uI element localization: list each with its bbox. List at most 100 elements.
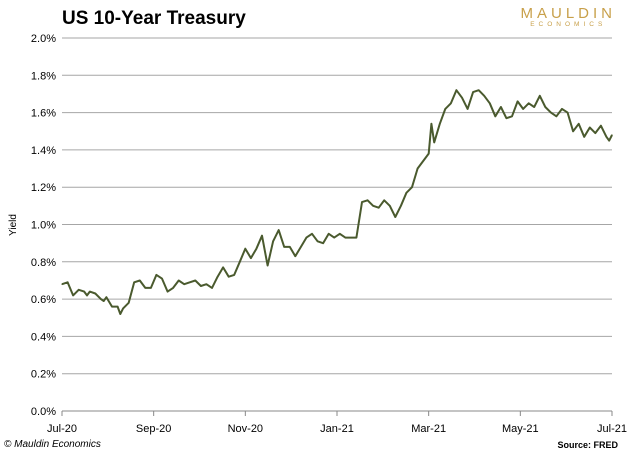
data-point [589, 126, 591, 129]
brand-sub: ECONOMICS [530, 21, 607, 28]
data-point [555, 115, 558, 117]
data-point [444, 108, 446, 110]
y-tick-label: 0.4% [31, 331, 56, 343]
data-point [528, 102, 530, 104]
data-point [489, 102, 491, 104]
data-point [539, 95, 541, 97]
data-point [494, 115, 496, 117]
data-point [178, 279, 180, 282]
y-tick-label: 0.8% [31, 257, 56, 269]
data-point [217, 276, 219, 278]
data-point [172, 287, 174, 289]
data-point [167, 291, 169, 293]
x-tick-label: Jan-21 [320, 423, 354, 435]
data-point [608, 140, 610, 142]
data-point [267, 264, 269, 267]
data-point [522, 108, 524, 110]
x-tick-label: May-21 [502, 423, 539, 435]
data-point [450, 102, 452, 104]
data-point [572, 130, 574, 132]
y-tick-label: 2.0% [31, 33, 56, 45]
data-point [255, 248, 257, 250]
data-point [289, 246, 291, 248]
data-point [422, 160, 424, 162]
data-point [67, 281, 69, 283]
data-point [311, 233, 313, 235]
data-point [361, 201, 363, 203]
data-point [328, 233, 330, 235]
y-tick-label: 0.2% [31, 369, 56, 381]
data-point [372, 205, 374, 207]
data-point [500, 106, 502, 108]
data-point [222, 266, 224, 268]
brand-logo: MAULDIN ECONOMICS [520, 5, 616, 28]
data-point [250, 257, 252, 259]
data-point [461, 97, 463, 99]
data-point [367, 199, 369, 201]
data-point [389, 205, 391, 207]
data-point [117, 306, 119, 308]
x-tick-label: Nov-20 [228, 423, 263, 435]
data-point [244, 248, 246, 250]
y-tick-label: 1.2% [31, 182, 56, 194]
data-point [472, 91, 474, 93]
data-point [300, 246, 302, 248]
y-tick-label: 1.4% [31, 145, 56, 157]
y-tick-label: 0.0% [31, 406, 56, 418]
data-point [133, 281, 135, 283]
data-point [544, 106, 546, 108]
data-point [200, 285, 202, 287]
data-point [344, 237, 346, 239]
data-point [428, 153, 430, 155]
data-point [322, 242, 324, 244]
data-point [517, 100, 519, 102]
data-point [433, 141, 435, 143]
yield-line [61, 89, 613, 315]
data-point [561, 108, 563, 110]
data-point [378, 207, 380, 209]
x-tick-label: Jul-21 [597, 423, 627, 435]
data-point [567, 112, 569, 114]
data-point [350, 237, 352, 239]
data-point [278, 229, 280, 231]
source-text: Source: FRED [557, 440, 618, 450]
data-point [430, 123, 432, 125]
data-point [411, 186, 413, 188]
chart-title: US 10-Year Treasury [62, 8, 246, 29]
data-point [578, 123, 580, 125]
data-point [194, 279, 196, 282]
data-point [139, 279, 141, 282]
data-point [355, 237, 357, 239]
data-point [103, 300, 105, 302]
data-point [94, 292, 96, 295]
data-point [61, 283, 63, 285]
data-point [317, 240, 319, 242]
x-tick-label: Jul-20 [47, 423, 77, 435]
x-tick-label: Sep-20 [136, 423, 171, 435]
series-layer [61, 89, 613, 315]
data-point [583, 136, 585, 138]
data-point [294, 255, 296, 257]
data-point [233, 274, 235, 276]
data-point [394, 216, 396, 218]
data-point [405, 192, 407, 194]
data-point [211, 287, 213, 289]
x-tick-label: Mar-21 [411, 423, 446, 435]
data-point [105, 296, 107, 298]
data-point [239, 261, 241, 263]
data-point [594, 132, 596, 134]
data-point [467, 108, 469, 110]
y-tick-label: 1.8% [31, 70, 56, 82]
data-point [439, 123, 441, 125]
data-point [417, 167, 419, 170]
data-point [305, 237, 307, 239]
y-tick-label: 0.6% [31, 294, 56, 306]
data-point [455, 89, 457, 91]
data-point [283, 246, 285, 248]
data-point [155, 274, 157, 276]
data-point [550, 112, 552, 114]
data-point [128, 302, 130, 304]
data-point [205, 283, 207, 285]
data-point [400, 205, 402, 207]
